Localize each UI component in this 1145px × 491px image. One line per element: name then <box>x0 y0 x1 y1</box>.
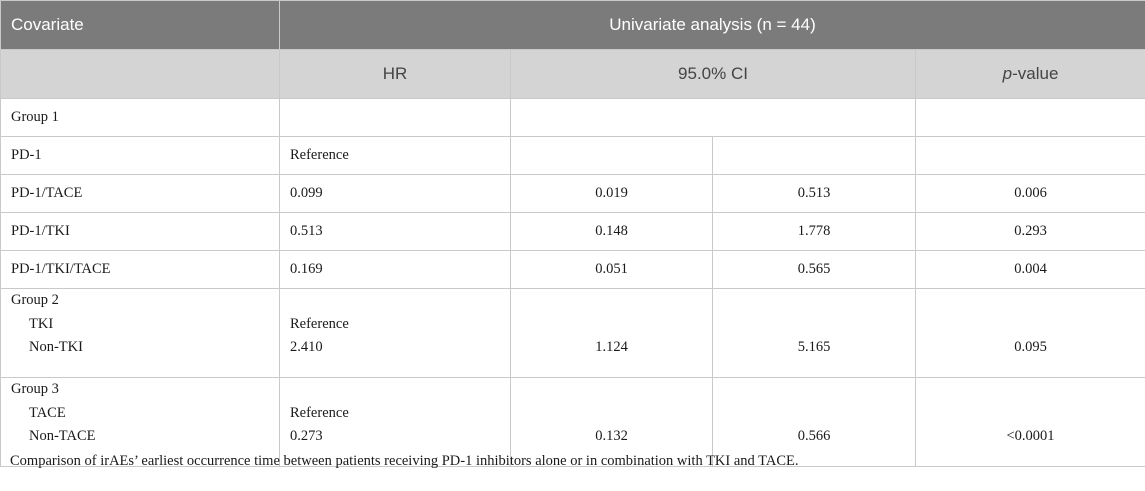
ci-low-cell: 1.124 <box>510 288 713 378</box>
table-row: Group 3 TACE Non-TACE Reference 0.273 0.… <box>0 377 1145 467</box>
hr-header: HR <box>279 49 511 99</box>
group-3-labels: Group 3 TACE Non-TACE <box>0 377 280 467</box>
row-sublabel: TACE <box>29 404 66 421</box>
spacer <box>511 289 712 313</box>
spacer <box>511 378 712 402</box>
ci-header: 95.0% CI <box>510 49 916 99</box>
spacer <box>290 289 510 313</box>
table-row: PD-1/TACE 0.099 0.019 0.513 0.006 <box>0 174 1145 213</box>
p-italic: p <box>1002 64 1013 83</box>
header-row-2: HR 95.0% CI p-value <box>0 49 1145 99</box>
hr-cell: Reference 0.273 <box>279 377 511 467</box>
p-value: 0.095 <box>1014 339 1047 355</box>
ci-high-cell: 0.566 <box>712 377 916 467</box>
row-sublabel: Non-TACE <box>29 428 96 444</box>
ci-cell <box>510 98 916 137</box>
row-label: Group 1 <box>0 98 280 137</box>
row-label: PD-1/TKI <box>0 212 280 251</box>
ci-high-cell: 0.565 <box>712 250 916 289</box>
spacer <box>916 289 1145 313</box>
spacer <box>916 402 1145 426</box>
p-value-header: p-value <box>914 49 1145 99</box>
row-sublabel: TKI <box>29 315 54 332</box>
ci-high-cell: 5.165 <box>712 288 916 378</box>
univariate-header: Univariate analysis (n = 44) <box>278 0 1145 50</box>
table-caption: Comparison of irAEs’ earliest occurrence… <box>10 453 799 469</box>
spacer <box>290 378 510 402</box>
ci-low-cell: 0.148 <box>510 212 713 251</box>
spacer <box>713 313 915 337</box>
ci-high-value: 5.165 <box>797 339 831 355</box>
hr-cell: 0.513 <box>279 212 511 251</box>
p-cell: 0.004 <box>914 250 1145 289</box>
ci-low-cell: 0.051 <box>510 250 713 289</box>
results-table: Covariate Univariate analysis (n = 44) H… <box>0 0 1145 467</box>
hr-cell: 0.099 <box>279 174 511 213</box>
table-row: Group 2 TKI Non-TKI Reference 2.410 1.12… <box>0 288 1145 378</box>
covariate-header: Covariate <box>0 0 280 50</box>
hr-cell <box>279 98 511 137</box>
spacer <box>511 313 712 337</box>
p-value-suffix: -value <box>1012 64 1059 83</box>
covariate-subheader-empty <box>0 49 280 99</box>
spacer <box>511 402 712 426</box>
p-cell <box>914 136 1145 175</box>
hr-value: 2.410 <box>290 339 323 355</box>
ci-low-cell <box>510 136 713 175</box>
row-label: Group 2 <box>11 292 59 308</box>
row-label: PD-1 <box>0 136 280 175</box>
hr-cell: Reference 2.410 <box>279 288 511 378</box>
spacer <box>916 378 1145 402</box>
ci-low-value: 0.132 <box>595 428 628 444</box>
hr-value: 0.273 <box>290 428 323 444</box>
row-label: PD-1/TACE <box>0 174 280 213</box>
table-row: PD-1/TKI 0.513 0.148 1.778 0.293 <box>0 212 1145 251</box>
spacer <box>916 313 1145 337</box>
p-cell: 0.293 <box>914 212 1145 251</box>
table-row: PD-1 Reference <box>0 136 1145 175</box>
spacer <box>713 402 915 426</box>
p-value: <0.0001 <box>1006 428 1055 444</box>
ci-low-value: 1.124 <box>595 339 628 355</box>
table-row: Group 1 <box>0 98 1145 137</box>
hr-value: Reference <box>290 315 349 332</box>
row-label: PD-1/TKI/TACE <box>0 250 280 289</box>
p-cell <box>914 98 1145 137</box>
ci-high-cell: 1.778 <box>712 212 916 251</box>
spacer <box>713 289 915 313</box>
row-label: Group 3 <box>11 381 59 397</box>
row-sublabel: Non-TKI <box>29 339 83 355</box>
ci-low-cell: 0.019 <box>510 174 713 213</box>
hr-value: Reference <box>290 404 349 421</box>
header-row-1: Covariate Univariate analysis (n = 44) <box>0 0 1145 50</box>
hr-cell: Reference <box>279 136 511 175</box>
p-cell: <0.0001 <box>914 377 1145 467</box>
spacer <box>713 378 915 402</box>
ci-high-cell: 0.513 <box>712 174 916 213</box>
group-2-labels: Group 2 TKI Non-TKI <box>0 288 280 378</box>
ci-high-cell <box>712 136 916 175</box>
p-cell: 0.006 <box>914 174 1145 213</box>
ci-high-value: 0.566 <box>797 428 831 444</box>
p-cell: 0.095 <box>914 288 1145 378</box>
table-row: PD-1/TKI/TACE 0.169 0.051 0.565 0.004 <box>0 250 1145 289</box>
hr-cell: 0.169 <box>279 250 511 289</box>
